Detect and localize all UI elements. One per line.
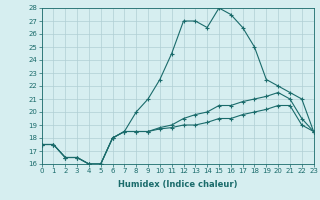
X-axis label: Humidex (Indice chaleur): Humidex (Indice chaleur) xyxy=(118,180,237,189)
